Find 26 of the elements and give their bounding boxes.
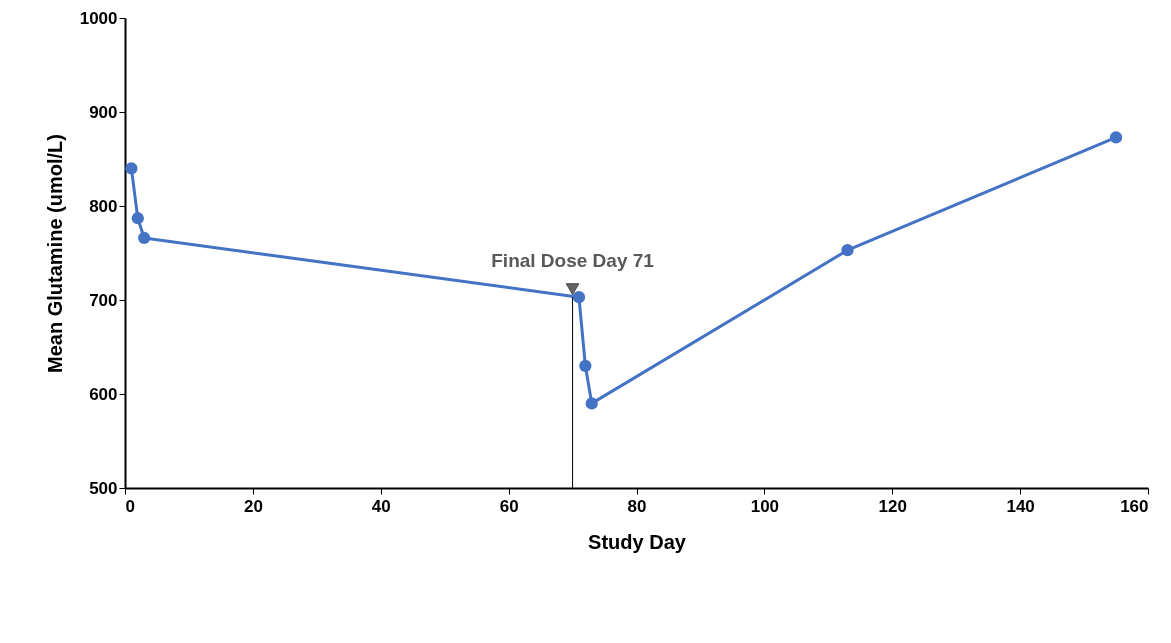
y-axis-title: Mean Glutamine (umol/L) bbox=[43, 134, 66, 373]
point bbox=[1109, 131, 1123, 144]
x-tick-label: 0 bbox=[125, 496, 135, 516]
point bbox=[138, 231, 151, 245]
x-axis-title: Study Day bbox=[588, 530, 687, 553]
x-tick-label: 80 bbox=[627, 496, 647, 516]
point bbox=[841, 244, 854, 257]
x-tick-label: 60 bbox=[499, 496, 519, 516]
annotation: Final Dose Day 71 bbox=[491, 250, 655, 272]
point bbox=[572, 291, 586, 304]
x-tick-label: 100 bbox=[750, 496, 780, 516]
x-tick-label: 120 bbox=[878, 496, 907, 516]
y-tick-label: 800 bbox=[89, 196, 118, 216]
y-tick-label: 700 bbox=[89, 290, 118, 310]
y-tick-label: 500 bbox=[89, 478, 118, 498]
point bbox=[585, 397, 598, 410]
x-tick-label: 40 bbox=[371, 496, 391, 516]
y-tick-label: 600 bbox=[89, 384, 118, 404]
x-tick-label: 20 bbox=[243, 496, 263, 516]
point bbox=[131, 212, 144, 225]
y-tick-label: 1000 bbox=[79, 8, 118, 28]
x-tick-label: 160 bbox=[1120, 496, 1149, 516]
point bbox=[125, 162, 138, 175]
point bbox=[579, 359, 592, 372]
y-tick-label: 900 bbox=[89, 102, 118, 122]
x-tick-label: 140 bbox=[1006, 496, 1035, 516]
